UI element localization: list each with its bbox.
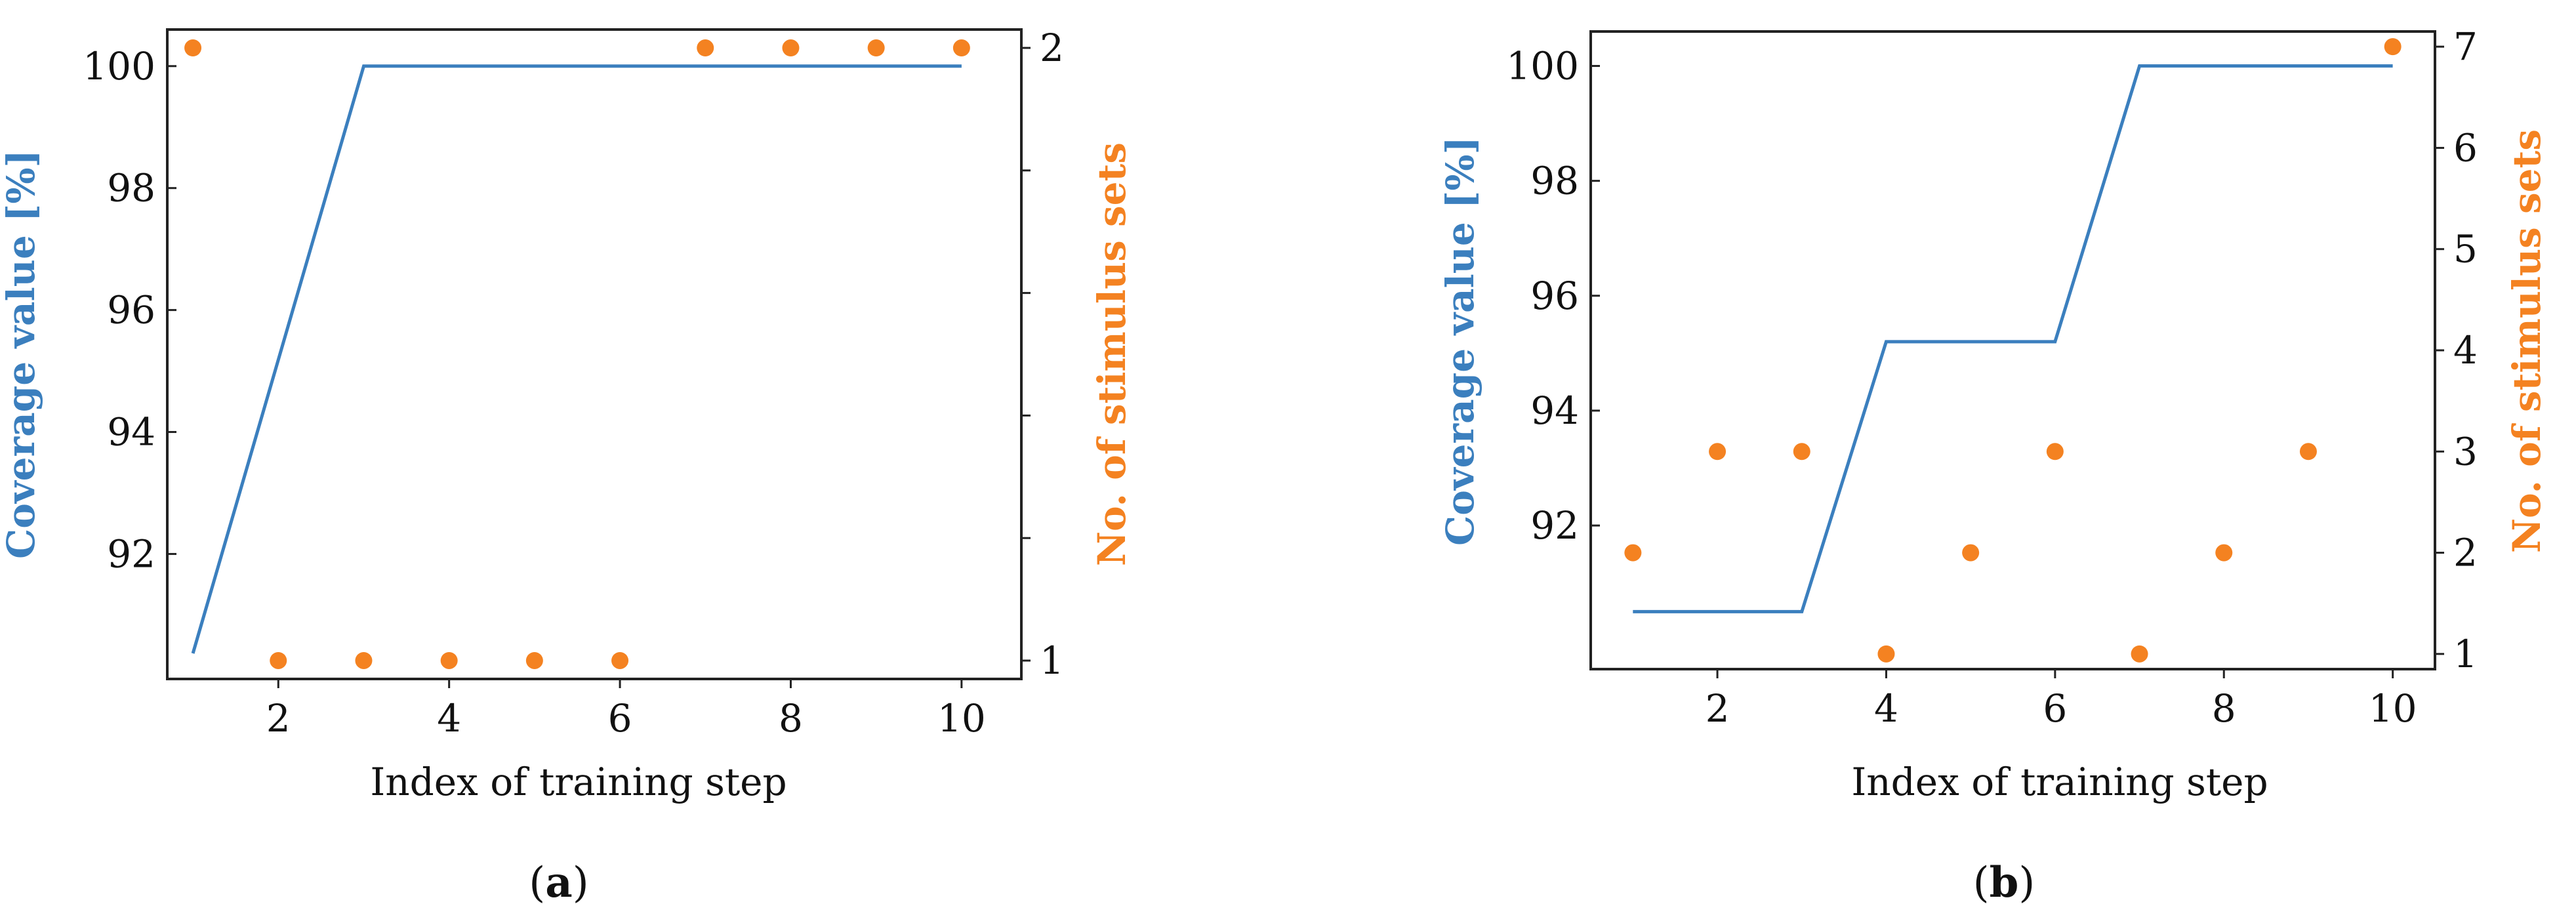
left-tick-label-a: 98 [107, 166, 155, 211]
stimulus-point-b [2046, 443, 2064, 461]
x-tick-label-b: 4 [1874, 686, 1898, 731]
left-tick-label-b: 98 [1530, 159, 1579, 203]
panel-label-a: (a) [529, 858, 588, 907]
stimulus-point-a [525, 651, 543, 669]
left-axis-ticks-a: 92 94 96 98 100 [83, 44, 176, 576]
panel-label-b-open: ( [1973, 859, 1990, 907]
left-tick-label-a: 96 [107, 288, 155, 333]
stimulus-point-a [867, 39, 885, 57]
panel-label-a-open: ( [529, 859, 545, 907]
stimulus-point-b [2299, 443, 2317, 461]
stimulus-point-b [1709, 443, 1727, 461]
stimulus-point-b [2384, 38, 2402, 56]
y-axis-title-right-b: No. of stimulus sets [2504, 129, 2549, 553]
right-tick-label-b: 2 [2453, 531, 2478, 575]
left-tick-label-b: 94 [1530, 388, 1579, 433]
series-b [1624, 38, 2402, 663]
plot-frame-a [166, 28, 1023, 680]
stimulus-point-b [1962, 544, 1980, 562]
x-tick-label-a: 6 [608, 696, 632, 741]
right-tick-label-b: 6 [2453, 125, 2478, 170]
right-tick-label-a: 1 [1040, 638, 1064, 683]
left-axis-ticks-b: 92 94 96 98 100 [1506, 44, 1600, 548]
panel-label-a-close: ) [573, 859, 589, 907]
x-tick-label-b: 8 [2212, 686, 2236, 731]
stimulus-point-b [1877, 645, 1895, 663]
left-tick-label-b: 100 [1506, 44, 1579, 89]
right-tick-label-b: 1 [2453, 632, 2478, 676]
right-tick-label-b: 7 [2453, 24, 2478, 69]
y-axis-title-left-b: Coverage value [%] [1438, 136, 1482, 546]
x-tick-label-b: 10 [2369, 686, 2417, 731]
x-axis-ticks-b: 2 4 6 8 10 [1706, 669, 2417, 731]
panel-label-a-letter: a [545, 858, 572, 907]
left-tick-label-b: 92 [1530, 503, 1579, 548]
series-a [184, 39, 970, 669]
x-tick-label-a: 8 [779, 696, 803, 741]
panel-label-b-close: ) [2018, 859, 2035, 907]
y-axis-title-right-a: No. of stimulus sets [1090, 142, 1134, 566]
left-tick-label-a: 94 [107, 410, 155, 455]
stimulus-point-b [2215, 544, 2233, 562]
right-axis-ticks-a: 12 [1021, 26, 1064, 683]
stimulus-point-a [611, 651, 629, 669]
stimulus-point-a [952, 39, 970, 57]
right-tick-label-b: 4 [2453, 328, 2478, 373]
left-tick-label-a: 92 [107, 531, 155, 576]
stimulus-point-a [782, 39, 800, 57]
stimulus-point-a [355, 651, 373, 669]
panel-label-b: (b) [1973, 858, 2035, 907]
stimulus-point-a [270, 651, 287, 669]
stimulus-point-b [2131, 645, 2148, 663]
y-axis-title-left-a: Coverage value [%] [0, 150, 43, 559]
plot-frame-b [1589, 30, 2436, 670]
left-tick-label-b: 96 [1530, 274, 1579, 318]
right-axis-ticks-b: 1 2 3 4 5 6 7 [2435, 24, 2478, 676]
stimulus-point-b [1793, 443, 1810, 461]
right-tick-label-b: 5 [2453, 227, 2478, 272]
chart-b: 92 94 96 98 100 1 2 3 4 5 6 7 2 4 6 8 10 Index of trai… [1438, 24, 2549, 907]
x-tick-label-a: 10 [937, 696, 986, 741]
x-tick-label-b: 6 [2043, 686, 2067, 731]
x-axis-title-a: Index of training step [370, 760, 787, 804]
stimulus-point-a [440, 651, 458, 669]
coverage-line-a [191, 64, 962, 654]
coverage-line-b [1633, 64, 2393, 613]
x-axis-title-b: Index of training step [1851, 760, 2268, 804]
left-tick-label-a: 100 [83, 44, 155, 89]
x-tick-label-a: 2 [266, 696, 291, 741]
x-tick-label-b: 2 [1706, 686, 1730, 731]
right-tick-label-a: 2 [1040, 26, 1064, 70]
right-tick-label-b: 3 [2453, 429, 2478, 474]
stimulus-point-a [697, 39, 714, 57]
stimulus-point-b [1624, 544, 1642, 562]
x-tick-label-a: 4 [437, 696, 461, 741]
stimulus-point-a [184, 39, 202, 57]
x-axis-ticks-a: 2 4 6 8 10 [266, 679, 986, 741]
panel-label-b-letter: b [1990, 858, 2019, 907]
